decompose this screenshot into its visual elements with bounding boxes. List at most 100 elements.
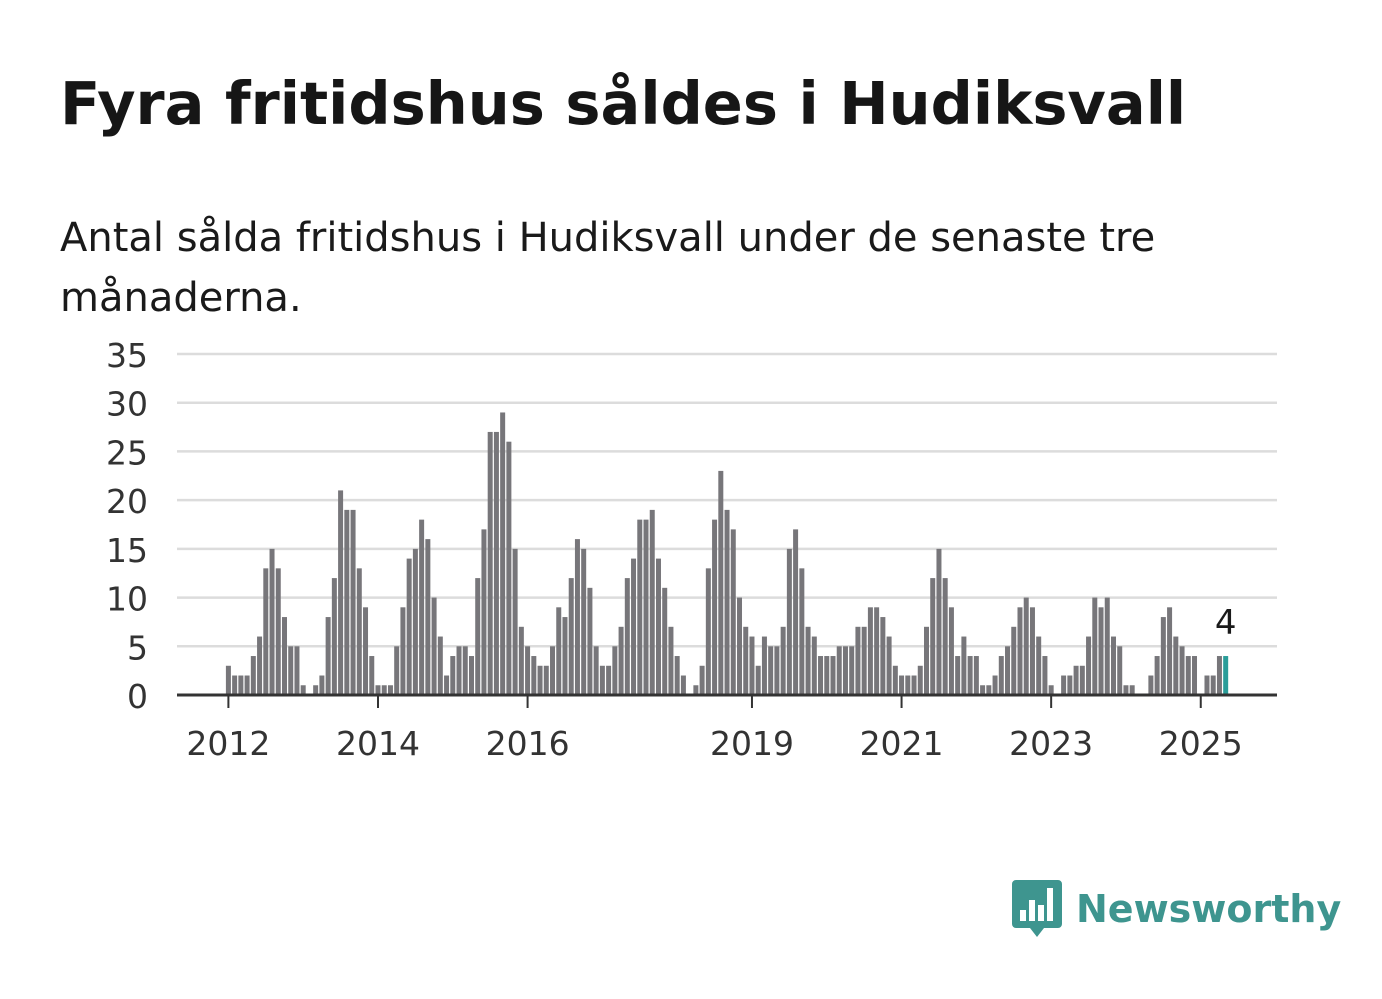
bar <box>1216 656 1222 695</box>
bar <box>1036 636 1042 695</box>
bar <box>818 656 824 695</box>
bar <box>942 578 948 695</box>
bar <box>886 636 892 695</box>
bar <box>967 656 973 695</box>
bar <box>930 578 936 695</box>
bar <box>606 665 612 695</box>
bar <box>855 626 861 695</box>
bar <box>948 607 954 695</box>
bar <box>1204 675 1210 695</box>
bar <box>1079 665 1085 695</box>
bar <box>450 656 456 695</box>
bar <box>381 685 387 695</box>
bar <box>849 646 855 695</box>
bar <box>730 529 736 695</box>
bar <box>593 646 599 695</box>
bar <box>1185 656 1191 695</box>
bar <box>786 548 792 695</box>
y-tick-label: 0 <box>127 677 148 716</box>
bar-highlight <box>1223 656 1229 695</box>
bar <box>699 665 705 695</box>
bar <box>338 490 344 695</box>
bar <box>1104 597 1110 695</box>
newsworthy-logo: Newsworthy <box>1012 880 1341 938</box>
bar <box>1098 607 1104 695</box>
bars <box>225 412 1229 695</box>
x-tick-label: 2014 <box>336 724 420 763</box>
bar <box>574 539 580 695</box>
bar <box>780 626 786 695</box>
bar <box>599 665 605 695</box>
bar <box>232 675 238 695</box>
y-tick-label: 30 <box>106 385 148 424</box>
y-axis-ticks: 0 5 10 15 20 25 30 35 <box>106 336 148 716</box>
bar <box>581 548 587 695</box>
bar <box>313 685 319 695</box>
x-tick-label: 2025 <box>1159 724 1243 763</box>
bar <box>805 626 811 695</box>
bar <box>587 587 593 695</box>
bar <box>911 675 917 695</box>
bar <box>462 646 468 695</box>
bar <box>992 675 998 695</box>
bar <box>768 646 774 695</box>
x-tick-label: 2012 <box>186 724 270 763</box>
bar <box>238 675 244 695</box>
bar <box>319 675 325 695</box>
bar <box>512 548 518 695</box>
bar <box>799 568 805 695</box>
bar <box>618 626 624 695</box>
bar <box>350 509 356 695</box>
bar <box>1210 675 1216 695</box>
bar <box>493 431 499 695</box>
bar <box>506 441 512 695</box>
bar <box>649 509 655 695</box>
bar <box>980 685 986 695</box>
bar <box>1148 675 1154 695</box>
bar <box>344 509 350 695</box>
bar <box>743 626 749 695</box>
bar <box>456 646 462 695</box>
data-label-latest: 4 <box>1215 603 1237 643</box>
bar <box>500 412 506 695</box>
x-tick-label: 2019 <box>710 724 794 763</box>
bar <box>624 578 630 695</box>
bar <box>1061 675 1067 695</box>
bar <box>955 656 961 695</box>
bar-chart-speech-bubble-icon <box>1012 880 1062 937</box>
bar <box>475 578 481 695</box>
y-tick-label: 20 <box>106 482 148 521</box>
bar <box>394 646 400 695</box>
y-tick-label: 5 <box>127 628 148 667</box>
bar <box>556 607 562 695</box>
bar <box>973 656 979 695</box>
bar <box>668 626 674 695</box>
bar <box>543 665 549 695</box>
bar <box>437 636 443 695</box>
bar <box>830 656 836 695</box>
brand-name: Newsworthy <box>1076 887 1342 931</box>
bar <box>412 548 418 695</box>
bar <box>244 675 250 695</box>
bar <box>917 665 923 695</box>
bar <box>1023 597 1029 695</box>
x-tick-label: 2021 <box>860 724 944 763</box>
bar <box>662 587 668 695</box>
bar <box>693 685 699 695</box>
bar <box>263 568 269 695</box>
bar <box>1154 656 1160 695</box>
bar <box>1092 597 1098 695</box>
chart-title: Fyra fritidshus såldes i Hudiksvall <box>60 69 1187 138</box>
bar <box>774 646 780 695</box>
bar <box>525 646 531 695</box>
y-tick-label: 10 <box>106 580 148 619</box>
y-tick-label: 35 <box>106 336 148 375</box>
bar <box>1073 665 1079 695</box>
bar <box>1117 646 1123 695</box>
bar <box>300 685 306 695</box>
bar <box>481 529 487 695</box>
bar <box>369 656 375 695</box>
bar <box>674 656 680 695</box>
bar <box>899 675 905 695</box>
